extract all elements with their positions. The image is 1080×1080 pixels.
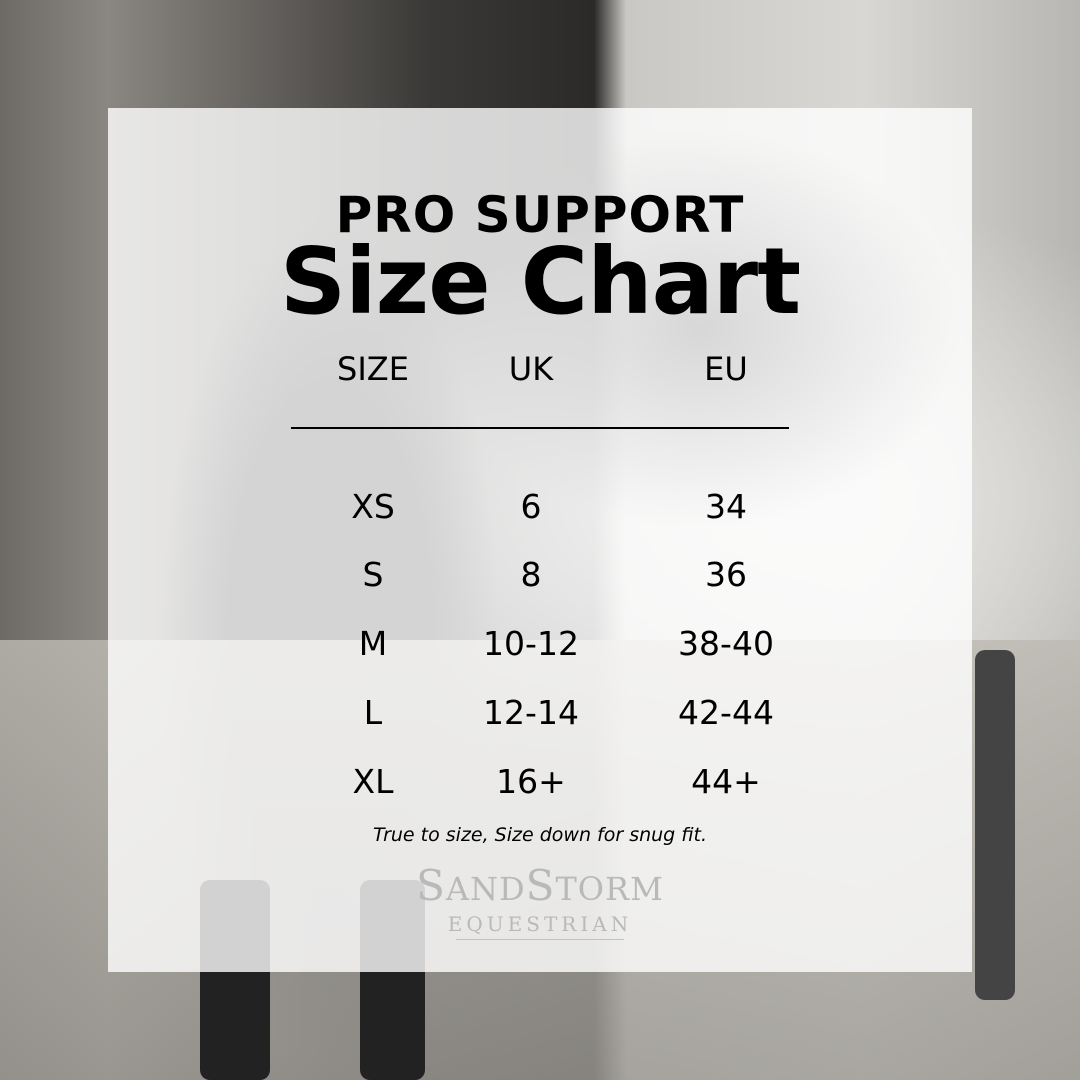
uk-cell: 12-14: [483, 693, 579, 732]
chart-title: Size Chart: [279, 228, 801, 335]
uk-cell: 6: [520, 487, 542, 526]
fit-note: True to size, Size down for snug fit.: [372, 824, 708, 846]
eu-cell: 38-40: [678, 624, 774, 663]
eu-cell: 42-44: [678, 693, 774, 732]
header-eu: EU: [704, 350, 748, 388]
eu-cell: 34: [705, 487, 747, 526]
eu-cell: 44+: [691, 762, 761, 801]
size-cell: S: [362, 555, 384, 594]
size-cell: M: [358, 624, 388, 663]
product-title: PRO SUPPORT: [335, 186, 745, 244]
eu-cell: 36: [705, 555, 747, 594]
size-cell: XL: [352, 762, 394, 801]
header-uk: UK: [508, 350, 554, 388]
size-cell: XS: [351, 487, 395, 526]
uk-cell: 8: [520, 555, 542, 594]
brand-logo: SANDSTORM EQUESTRIAN: [390, 862, 690, 940]
uk-cell: 10-12: [483, 624, 579, 663]
header-divider: [291, 427, 789, 429]
uk-cell: 16+: [496, 762, 566, 801]
header-size: SIZE: [337, 350, 409, 388]
horse-leg: [975, 650, 1015, 1000]
size-cell: L: [363, 693, 383, 732]
size-chart-panel: [108, 108, 972, 972]
